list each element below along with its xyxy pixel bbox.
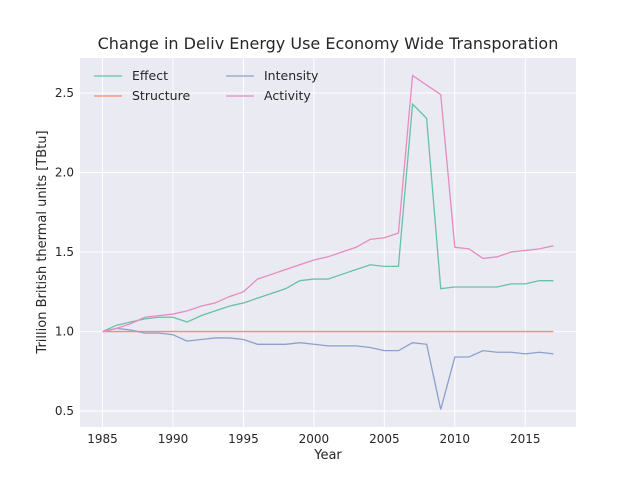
x-tick-label: 2010 [440, 432, 471, 446]
y-tick-labels: 0.5 1.0 1.5 2.0 2.5 [55, 86, 74, 418]
y-tick-label: 0.5 [55, 404, 74, 418]
x-tick-label: 2015 [510, 432, 541, 446]
x-tick-label: 2005 [369, 432, 400, 446]
x-tick-label: 1995 [228, 432, 259, 446]
y-tick-label: 1.0 [55, 325, 74, 339]
chart-title: Change in Deliv Energy Use Economy Wide … [98, 34, 559, 53]
x-tick-labels: 1985 1990 1995 2000 2005 2010 2015 [87, 432, 540, 446]
x-tick-label: 2000 [299, 432, 330, 446]
legend-label-effect: Effect [132, 68, 168, 83]
x-axis-label: Year [313, 448, 342, 463]
legend-label-structure: Structure [132, 88, 190, 103]
y-tick-label: 2.5 [55, 86, 74, 100]
legend-label-activity: Activity [264, 88, 311, 103]
plot-background [80, 58, 576, 427]
y-tick-label: 1.5 [55, 245, 74, 259]
series-line-activity [102, 74, 554, 333]
x-tick-label: 1990 [158, 432, 189, 446]
legend-label-intensity: Intensity [264, 68, 319, 83]
y-tick-label: 2.0 [55, 166, 74, 180]
x-tick-label: 1985 [87, 432, 118, 446]
series-line-effect [102, 102, 554, 333]
series-line-intensity [102, 327, 554, 410]
legend: Effect Structure Intensity Activity [94, 68, 319, 103]
series-lines [102, 74, 554, 410]
y-axis-label: Trillion British thermal units [TBtu] [35, 130, 50, 354]
